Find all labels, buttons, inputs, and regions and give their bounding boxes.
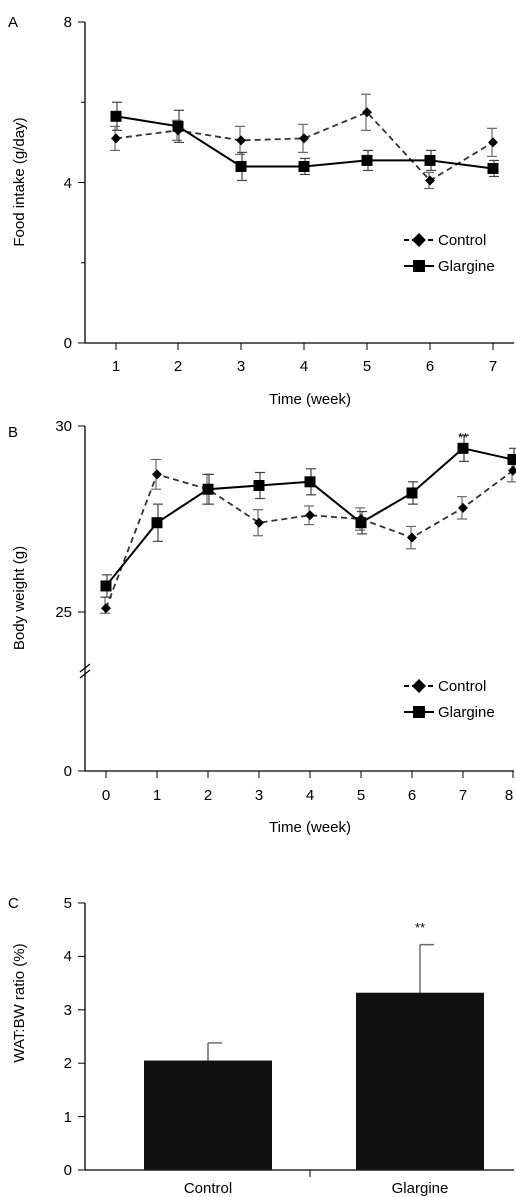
- panel-a-glargine-point: [424, 154, 436, 166]
- panel-b-glargine-point: [355, 517, 367, 529]
- panel-c-ytick-label: 0: [64, 1162, 72, 1179]
- panel-c-ytick-label: 4: [64, 948, 72, 965]
- panel-a-glargine-point: [235, 160, 247, 172]
- panel-b-legend: Control Glargine: [404, 678, 495, 721]
- panel-b-control-point: [152, 469, 162, 480]
- panel-c-bar-glargine: [356, 992, 484, 1170]
- panel-a-xlabel: Time (week): [269, 391, 351, 408]
- panel-c: C WAT:BW ratio (%) 0 1 2 3 4 5 Control G…: [8, 895, 514, 1197]
- panel-b-xtick-label: 1: [153, 787, 161, 804]
- panel-c-letter: C: [8, 895, 19, 912]
- panel-b-xtick-label: 5: [357, 787, 365, 804]
- panel-b-control-point: [101, 603, 111, 614]
- panel-b-ytick-label: 25: [55, 604, 72, 621]
- panel-b-glargine-point: [253, 480, 265, 492]
- panel-a-xtick-label: 2: [174, 358, 182, 375]
- panel-c-ytick-label: 2: [64, 1055, 72, 1072]
- panel-c-plot: [144, 943, 484, 1170]
- panel-b-xtick-label: 0: [102, 787, 110, 804]
- panel-c-category-label: Control: [184, 1180, 232, 1197]
- panel-c-ytick-label: 5: [64, 895, 72, 912]
- panel-a-control-point: [425, 175, 435, 186]
- panel-a-xtick-label: 6: [426, 358, 434, 375]
- legend-control-label: Control: [438, 232, 486, 249]
- panel-b: B Body weight (g) Time (week) 0 25 30 0: [8, 418, 516, 836]
- panel-a-glargine-point: [298, 160, 310, 172]
- panel-a-control-point: [299, 133, 309, 144]
- panel-c-significance: **: [415, 920, 425, 935]
- panel-b-axis-break: [79, 663, 91, 673]
- panel-a-xtick-label: 4: [300, 358, 308, 375]
- panel-b-axes: 0 25 30 0 1 2 3 4 5 6 7 8: [55, 418, 514, 804]
- panel-c-category-label: Glargine: [392, 1180, 449, 1197]
- panel-b-control-line: [105, 469, 514, 609]
- panel-a-glargine-point: [361, 154, 373, 166]
- panel-b-xtick-label: 4: [306, 787, 314, 804]
- panel-b-glargine-point: [457, 442, 469, 454]
- panel-a-legend: Control Glargine: [404, 232, 495, 275]
- panel-a-ytick-label: 4: [64, 175, 72, 192]
- panel-b-xtick-label: 8: [505, 787, 513, 804]
- legend-diamond-marker: [412, 233, 426, 247]
- panel-c-ytick-label: 1: [64, 1109, 72, 1126]
- panel-a-ytick-label: 8: [64, 14, 72, 31]
- panel-b-xlabel: Time (week): [269, 819, 351, 836]
- legend-square-marker: [413, 260, 425, 272]
- panel-b-xtick-label: 6: [408, 787, 416, 804]
- panel-a-ytick-label: 0: [64, 335, 72, 352]
- panel-a-control-point: [236, 135, 246, 146]
- panel-a-control-point: [362, 107, 372, 118]
- panel-b-glargine-point: [406, 487, 418, 499]
- panel-b-control-point: [407, 532, 417, 543]
- panel-b-control-point: [508, 465, 516, 476]
- panel-a-glargine-point: [172, 120, 184, 132]
- panel-c-bar-control: [144, 1060, 272, 1170]
- panel-b-control-point: [305, 510, 315, 521]
- panel-b-xtick-label: 3: [255, 787, 263, 804]
- panel-b-ylabel: Body weight (g): [11, 546, 28, 650]
- panel-a-glargine-point: [110, 110, 122, 122]
- panel-b-letter: B: [8, 424, 18, 441]
- panel-b-axis-break: [79, 669, 91, 679]
- panel-b-ytick-label: 30: [55, 418, 72, 435]
- panel-a-letter: A: [8, 14, 18, 31]
- panel-c-ytick-label: 3: [64, 1002, 72, 1019]
- panel-a-plot: [110, 93, 499, 190]
- panel-b-glargine-point: [304, 476, 316, 488]
- panel-b-control-point: [458, 502, 468, 513]
- panel-a-axes: 0 4 8 1 2 3 4 5 6 7: [64, 14, 514, 375]
- panel-b-significance: **: [458, 430, 468, 445]
- panel-b-glargine-point: [151, 517, 163, 529]
- panel-b-glargine-point: [100, 580, 112, 592]
- panel-b-xtick-label: 2: [204, 787, 212, 804]
- panel-a-control-point: [111, 133, 121, 144]
- legend-glargine-label: Glargine: [438, 258, 495, 275]
- panel-a-ylabel: Food intake (g/day): [11, 117, 28, 246]
- panel-b-plot: [100, 434, 516, 614]
- legend-square-marker: [413, 706, 425, 718]
- legend-control-label: Control: [438, 678, 486, 695]
- panel-a-xtick-label: 3: [237, 358, 245, 375]
- panel-a-xtick-label: 5: [363, 358, 371, 375]
- panel-b-glargine-point: [507, 453, 516, 465]
- panel-b-control-point: [254, 517, 264, 528]
- panel-a-glargine-point: [487, 162, 499, 174]
- panel-a-xtick-label: 1: [112, 358, 120, 375]
- panel-c-ylabel: WAT:BW ratio (%): [11, 943, 28, 1062]
- panel-b-ytick-label: 0: [64, 763, 72, 780]
- panel-a-xtick-label: 7: [489, 358, 497, 375]
- panel-b-xtick-label: 7: [459, 787, 467, 804]
- legend-glargine-label: Glargine: [438, 704, 495, 721]
- panel-b-glargine-point: [202, 483, 214, 495]
- panel-a: A Food intake (g/day) Time (week) 0 4 8 …: [8, 14, 514, 408]
- legend-diamond-marker: [412, 679, 426, 693]
- panel-a-control-point: [488, 137, 498, 148]
